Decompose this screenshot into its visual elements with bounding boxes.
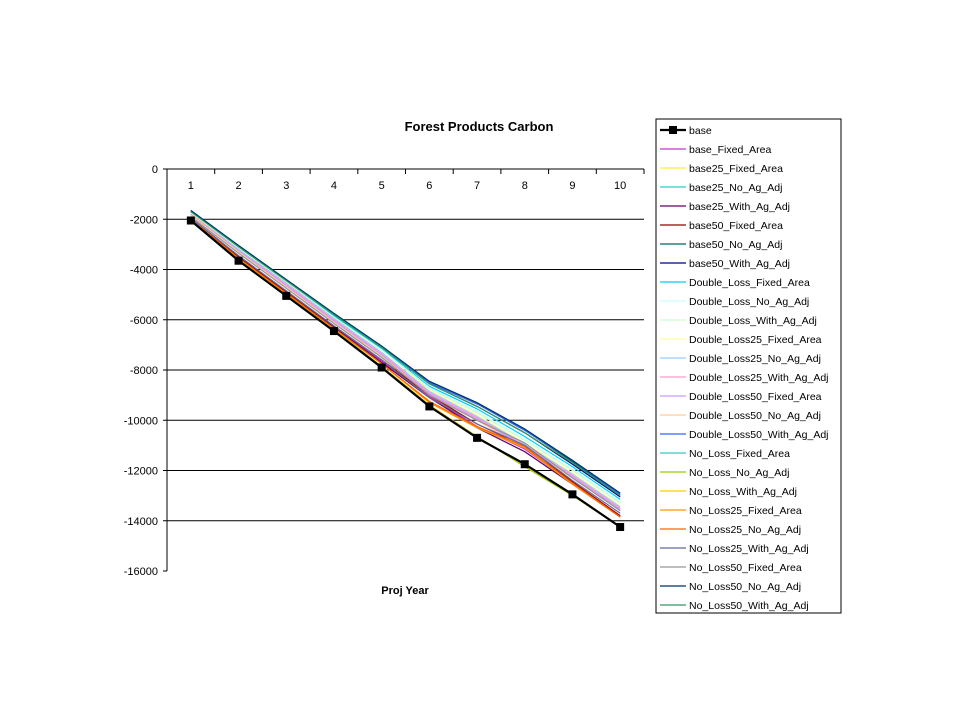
- data-point-base: [186, 216, 195, 225]
- series-line-base: [190, 219, 621, 528]
- data-point-base: [234, 256, 243, 265]
- series-line-Double_Loss_No_Ag_Adj: [190, 212, 621, 503]
- data-point-base: [616, 523, 625, 532]
- x-tick-label: 9: [569, 180, 575, 192]
- y-tick-label: -8000: [130, 365, 158, 377]
- data-point-base: [282, 291, 291, 300]
- x-tick-label: 8: [522, 180, 528, 192]
- y-tick-label: -10000: [124, 415, 158, 427]
- x-tick-label: 10: [614, 180, 626, 192]
- legend-label-Double_Loss25_With_Ag_Adj: Double_Loss25_With_Ag_Adj: [689, 372, 829, 384]
- x-axis: 1 2 3 4 5 6 7 8 9 10: [166, 169, 645, 192]
- series-line-No_Loss50_No_Ag_Adj: [190, 210, 621, 494]
- x-tick-label: 6: [426, 180, 432, 192]
- data-point-base: [329, 327, 338, 336]
- x-tick-label: 2: [235, 180, 241, 192]
- gridlines: [167, 168, 644, 522]
- x-tick-label: 5: [379, 180, 385, 192]
- legend-label-Double_Loss50_With_Ag_Adj: Double_Loss50_With_Ag_Adj: [689, 429, 829, 441]
- series-line-Double_Loss_With_Ag_Adj: [190, 212, 621, 504]
- data-point-base: [377, 363, 386, 372]
- x-tick-label: 4: [331, 180, 337, 192]
- legend-label-Double_Loss25_No_Ag_Adj: Double_Loss25_No_Ag_Adj: [689, 353, 821, 365]
- series-line-No_Loss50_Fixed_Area: [190, 216, 621, 512]
- series-line-No_Loss25_With_Ag_Adj: [190, 217, 621, 514]
- legend-label-base25_Fixed_Area: base25_Fixed_Area: [689, 163, 783, 175]
- y-tick-label: -2000: [130, 214, 158, 226]
- y-tick-label: -6000: [130, 315, 158, 327]
- chart-title: Forest Products Carbon: [405, 119, 554, 134]
- legend-label-No_Loss_No_Ag_Adj: No_Loss_No_Ag_Adj: [689, 467, 789, 479]
- x-tick-label: 1: [188, 180, 194, 192]
- x-tick-label: 3: [283, 180, 289, 192]
- legend-label-No_Loss_Fixed_Area: No_Loss_Fixed_Area: [689, 448, 790, 460]
- legend-label-Double_Loss_No_Ag_Adj: Double_Loss_No_Ag_Adj: [689, 296, 809, 308]
- y-tick-label: 0: [152, 164, 158, 176]
- legend-label-base50_No_Ag_Adj: base50_No_Ag_Adj: [689, 239, 782, 251]
- legend-label-No_Loss25_With_Ag_Adj: No_Loss25_With_Ag_Adj: [689, 543, 809, 555]
- legend-box: [655, 118, 842, 614]
- data-point-base: [425, 402, 434, 411]
- legend-label-No_Loss25_No_Ag_Adj: No_Loss25_No_Ag_Adj: [689, 524, 801, 536]
- data-point-base: [520, 460, 529, 469]
- data-point-base: [473, 433, 482, 442]
- y-tick-label: -16000: [124, 566, 158, 578]
- legend-label-base50_Fixed_Area: base50_Fixed_Area: [689, 220, 783, 232]
- x-tick-label: 7: [474, 180, 480, 192]
- legend-label-base25_No_Ag_Adj: base25_No_Ag_Adj: [689, 182, 782, 194]
- series-line-Double_Loss25_No_Ag_Adj: [190, 213, 621, 508]
- legend-label-base50_With_Ag_Adj: base50_With_Ag_Adj: [689, 258, 790, 270]
- legend-label-No_Loss_With_Ag_Adj: No_Loss_With_Ag_Adj: [689, 486, 797, 498]
- y-tick-label: -14000: [124, 516, 158, 528]
- legend-label-No_Loss25_Fixed_Area: No_Loss25_Fixed_Area: [689, 505, 802, 517]
- series-line-No_Loss25_No_Ag_Adj: [190, 218, 621, 518]
- data-point-base: [568, 490, 577, 499]
- series-line-Double_Loss_Fixed_Area: [190, 211, 621, 500]
- series-line-base50_With_Ag_Adj: [190, 211, 621, 498]
- legend: base base_Fixed_Area base25_Fixed_Areabase…: [655, 118, 842, 614]
- legend-label-No_Loss50_With_Ag_Adj: No_Loss50_With_Ag_Adj: [689, 600, 809, 612]
- legend-marker: [669, 126, 677, 134]
- legend-label-Double_Loss50_Fixed_Area: Double_Loss50_Fixed_Area: [689, 391, 822, 403]
- x-axis-label: Proj Year: [381, 585, 429, 597]
- plot-series: [186, 210, 625, 532]
- legend-label-base25_With_Ag_Adj: base25_With_Ag_Adj: [689, 201, 790, 213]
- legend-label-Double_Loss50_No_Ag_Adj: Double_Loss50_No_Ag_Adj: [689, 410, 821, 422]
- y-tick-label: -12000: [124, 466, 158, 478]
- y-axis: 0 -2000 -4000 -6000 -8000 -10000 -12000 -14000 -…: [124, 164, 168, 578]
- legend-label-Double_Loss_Fixed_Area: Double_Loss_Fixed_Area: [689, 277, 810, 289]
- legend-label-No_Loss50_No_Ag_Adj: No_Loss50_No_Ag_Adj: [689, 581, 801, 593]
- legend-label-No_Loss50_Fixed_Area: No_Loss50_Fixed_Area: [689, 562, 802, 574]
- legend-label-Double_Loss_With_Ag_Adj: Double_Loss_With_Ag_Adj: [689, 315, 817, 327]
- legend-label-Double_Loss25_Fixed_Area: Double_Loss25_Fixed_Area: [689, 334, 822, 346]
- series-line-No_Loss50_With_Ag_Adj: [190, 211, 621, 497]
- y-tick-label: -4000: [130, 265, 158, 277]
- series-line-Double_Loss50_Fixed_Area: [190, 215, 621, 510]
- legend-label-base: base: [689, 125, 712, 137]
- legend-label-base_Fixed_Area: base_Fixed_Area: [689, 144, 771, 156]
